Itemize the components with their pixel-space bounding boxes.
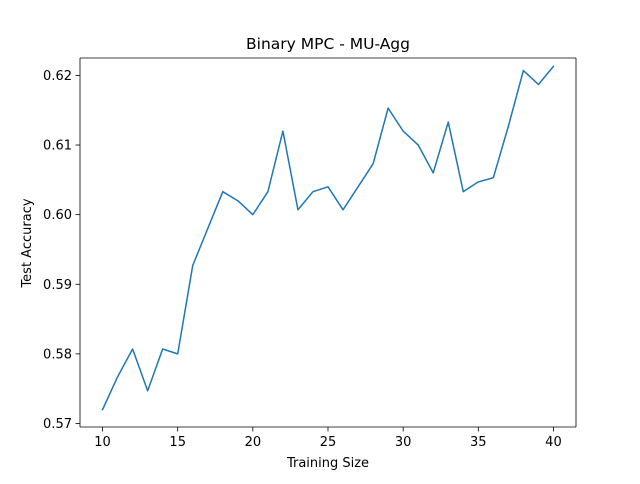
x-tick-label: 40 (545, 435, 562, 450)
y-axis-label: Test Accuracy (20, 198, 35, 288)
x-tick-label: 25 (320, 435, 337, 450)
x-tick-label: 30 (395, 435, 412, 450)
y-tick-label: 0.57 (43, 417, 72, 432)
y-tick-label: 0.60 (43, 208, 72, 223)
x-tick-label: 10 (94, 435, 111, 450)
y-tick-label: 0.58 (43, 347, 72, 362)
x-tick-label: 20 (245, 435, 262, 450)
y-tick-label: 0.62 (43, 69, 72, 84)
y-tick-label: 0.59 (43, 278, 72, 293)
y-tick-label: 0.61 (43, 139, 72, 154)
series-line-0 (101, 65, 555, 411)
x-axis-label: Training Size (286, 456, 369, 471)
x-tick-label: 15 (169, 435, 186, 450)
x-tick-label: 35 (470, 435, 487, 450)
plot-area: 10 15 20 25 30 35 40 0.57 0.58 0.59 0.60 0.61 0.62 (43, 57, 577, 450)
chart-title: Binary MPC - MU-Agg (246, 35, 410, 53)
